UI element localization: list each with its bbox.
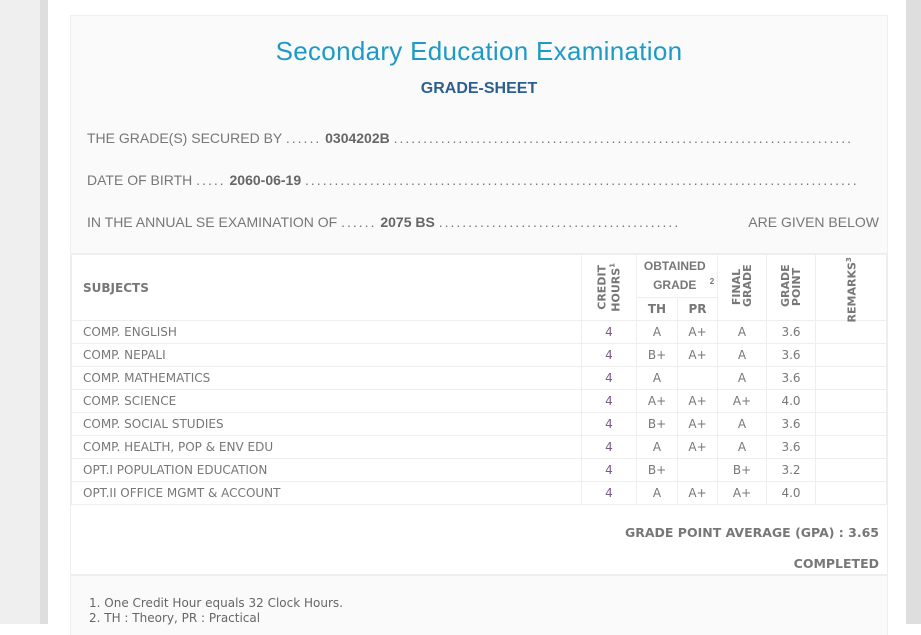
- pr-grade-cell: A+: [677, 412, 718, 436]
- summary: GRADE POINT AVERAGE (GPA) : 3.65 COMPLET…: [71, 505, 887, 575]
- final-grade-cell: A: [717, 366, 767, 390]
- subject-cell: OPT.I POPULATION EDUCATION: [71, 458, 582, 482]
- header-th: TH: [636, 297, 678, 321]
- header-credit-hours: CREDIT HOURS1: [581, 254, 637, 321]
- page-subtitle: GRADE-SHEET: [420, 80, 538, 97]
- grade-point-cell: 3.2: [766, 458, 816, 482]
- final-grade-cell: A: [717, 435, 767, 459]
- credit-cell: 4: [581, 343, 637, 367]
- subject-cell: OPT.II OFFICE MGMT & ACCOUNT: [71, 481, 582, 505]
- grade-point-cell: 3.6: [766, 366, 816, 390]
- grades-table: SUBJECTS CREDIT HOURS1 OBTAINED GRADE 2 F…: [71, 254, 887, 505]
- exam-suffix: ARE GIVEN BELOW: [744, 214, 879, 230]
- header-remarks: REMARKS3: [815, 254, 887, 322]
- pr-grade-cell: A+: [677, 435, 718, 459]
- table-row: OPT.I POPULATION EDUCATION 4 B+ B+ 3.2: [71, 458, 887, 482]
- pr-grade-cell: [677, 366, 718, 390]
- credit-cell: 4: [581, 458, 637, 482]
- final-grade-cell: A: [717, 320, 767, 344]
- pr-grade-cell: A+: [677, 389, 718, 413]
- subject-cell: COMP. HEALTH, POP & ENV EDU: [71, 435, 582, 459]
- credit-cell: 4: [581, 320, 637, 344]
- remarks-cell: [815, 481, 887, 505]
- header-grade-point: GRADE POINT: [766, 254, 816, 321]
- th-grade-cell: A: [636, 435, 678, 459]
- grade-point-cell: 3.6: [766, 412, 816, 436]
- secured-label: THE GRADE(S) SECURED BY: [87, 130, 282, 146]
- pr-grade-cell: A+: [677, 320, 718, 344]
- grade-point-cell: 3.6: [766, 320, 816, 344]
- dob-line: DATE OF BIRTH ..... 2060-06-19 .........…: [87, 172, 859, 188]
- grade-sheet-card: Secondary Education Examination GRADE-SH…: [70, 15, 888, 635]
- exam-year: 2075 BS: [380, 214, 435, 230]
- th-grade-cell: A: [636, 481, 678, 505]
- table-row: COMP. ENGLISH 4 A A+ A 3.6: [71, 320, 887, 344]
- th-grade-cell: A+: [636, 389, 678, 413]
- remarks-cell: [815, 458, 887, 482]
- table-row: COMP. NEPALI 4 B+ A+ A 3.6: [71, 343, 887, 367]
- exam-line: IN THE ANNUAL SE EXAMINATION OF ...... 2…: [87, 214, 879, 230]
- gpa: GRADE POINT AVERAGE (GPA) : 3.65: [624, 525, 879, 540]
- credit-cell: 4: [581, 481, 637, 505]
- table-row: COMP. SCIENCE 4 A+ A+ A+ 4.0: [71, 389, 887, 413]
- remarks-cell: [815, 389, 887, 413]
- footnote: 1. One Credit Hour equals 32 Clock Hours…: [89, 596, 343, 610]
- footnotes: 1. One Credit Hour equals 32 Clock Hours…: [71, 575, 887, 635]
- footnote: 2. TH : Theory, PR : Practical: [89, 611, 261, 625]
- final-grade-cell: B+: [717, 458, 767, 482]
- remarks-cell: [815, 412, 887, 436]
- remarks-cell: [815, 366, 887, 390]
- result-status: COMPLETED: [793, 556, 879, 571]
- remarks-cell: [815, 435, 887, 459]
- th-grade-cell: B+: [636, 458, 678, 482]
- header-final-grade: FINAL GRADE: [717, 254, 767, 321]
- table-row: COMP. SOCIAL STUDIES 4 B+ A+ A 3.6: [71, 412, 887, 436]
- credit-cell: 4: [581, 389, 637, 413]
- table-row: COMP. HEALTH, POP & ENV EDU 4 A A+ A 3.6: [71, 435, 887, 459]
- pr-grade-cell: A+: [677, 481, 718, 505]
- th-grade-cell: A: [636, 366, 678, 390]
- credit-cell: 4: [581, 412, 637, 436]
- final-grade-cell: A+: [717, 481, 767, 505]
- subject-cell: COMP. SOCIAL STUDIES: [71, 412, 582, 436]
- left-border: [40, 0, 48, 624]
- dob-label: DATE OF BIRTH: [87, 172, 193, 188]
- grade-point-cell: 3.6: [766, 343, 816, 367]
- th-grade-cell: B+: [636, 412, 678, 436]
- grade-point-cell: 3.6: [766, 435, 816, 459]
- credit-cell: 4: [581, 435, 637, 459]
- exam-label: IN THE ANNUAL SE EXAMINATION OF: [87, 214, 338, 230]
- header-subjects: SUBJECTS: [71, 254, 582, 321]
- remarks-cell: [815, 320, 887, 344]
- dob-value: 2060-06-19: [229, 172, 302, 188]
- th-grade-cell: B+: [636, 343, 678, 367]
- grade-sheet-header: Secondary Education Examination GRADE-SH…: [71, 16, 887, 254]
- final-grade-cell: A: [717, 412, 767, 436]
- credit-cell: 4: [581, 366, 637, 390]
- page-title: Secondary Education Examination: [275, 36, 683, 66]
- grade-point-cell: 4.0: [766, 389, 816, 413]
- header-obtained-grade: OBTAINED GRADE 2: [636, 254, 718, 298]
- subject-cell: COMP. NEPALI: [71, 343, 582, 367]
- table-row: COMP. MATHEMATICS 4 A A 3.6: [71, 366, 887, 390]
- pr-grade-cell: [677, 458, 718, 482]
- final-grade-cell: A: [717, 343, 767, 367]
- subject-cell: COMP. ENGLISH: [71, 320, 582, 344]
- secured-by-line: THE GRADE(S) SECURED BY ...... 0304202B …: [87, 130, 854, 146]
- final-grade-cell: A+: [717, 389, 767, 413]
- th-grade-cell: A: [636, 320, 678, 344]
- table-row: OPT.II OFFICE MGMT & ACCOUNT 4 A A+ A+ 4.0: [71, 481, 887, 505]
- symbol-number: 0304202B: [325, 130, 390, 146]
- subject-cell: COMP. SCIENCE: [71, 389, 582, 413]
- grade-point-cell: 4.0: [766, 481, 816, 505]
- left-gutter: [0, 0, 40, 624]
- scrollbar-track[interactable]: [906, 0, 921, 624]
- header-pr: PR: [677, 297, 718, 321]
- remarks-cell: [815, 343, 887, 367]
- subject-cell: COMP. MATHEMATICS: [71, 366, 582, 390]
- pr-grade-cell: A+: [677, 343, 718, 367]
